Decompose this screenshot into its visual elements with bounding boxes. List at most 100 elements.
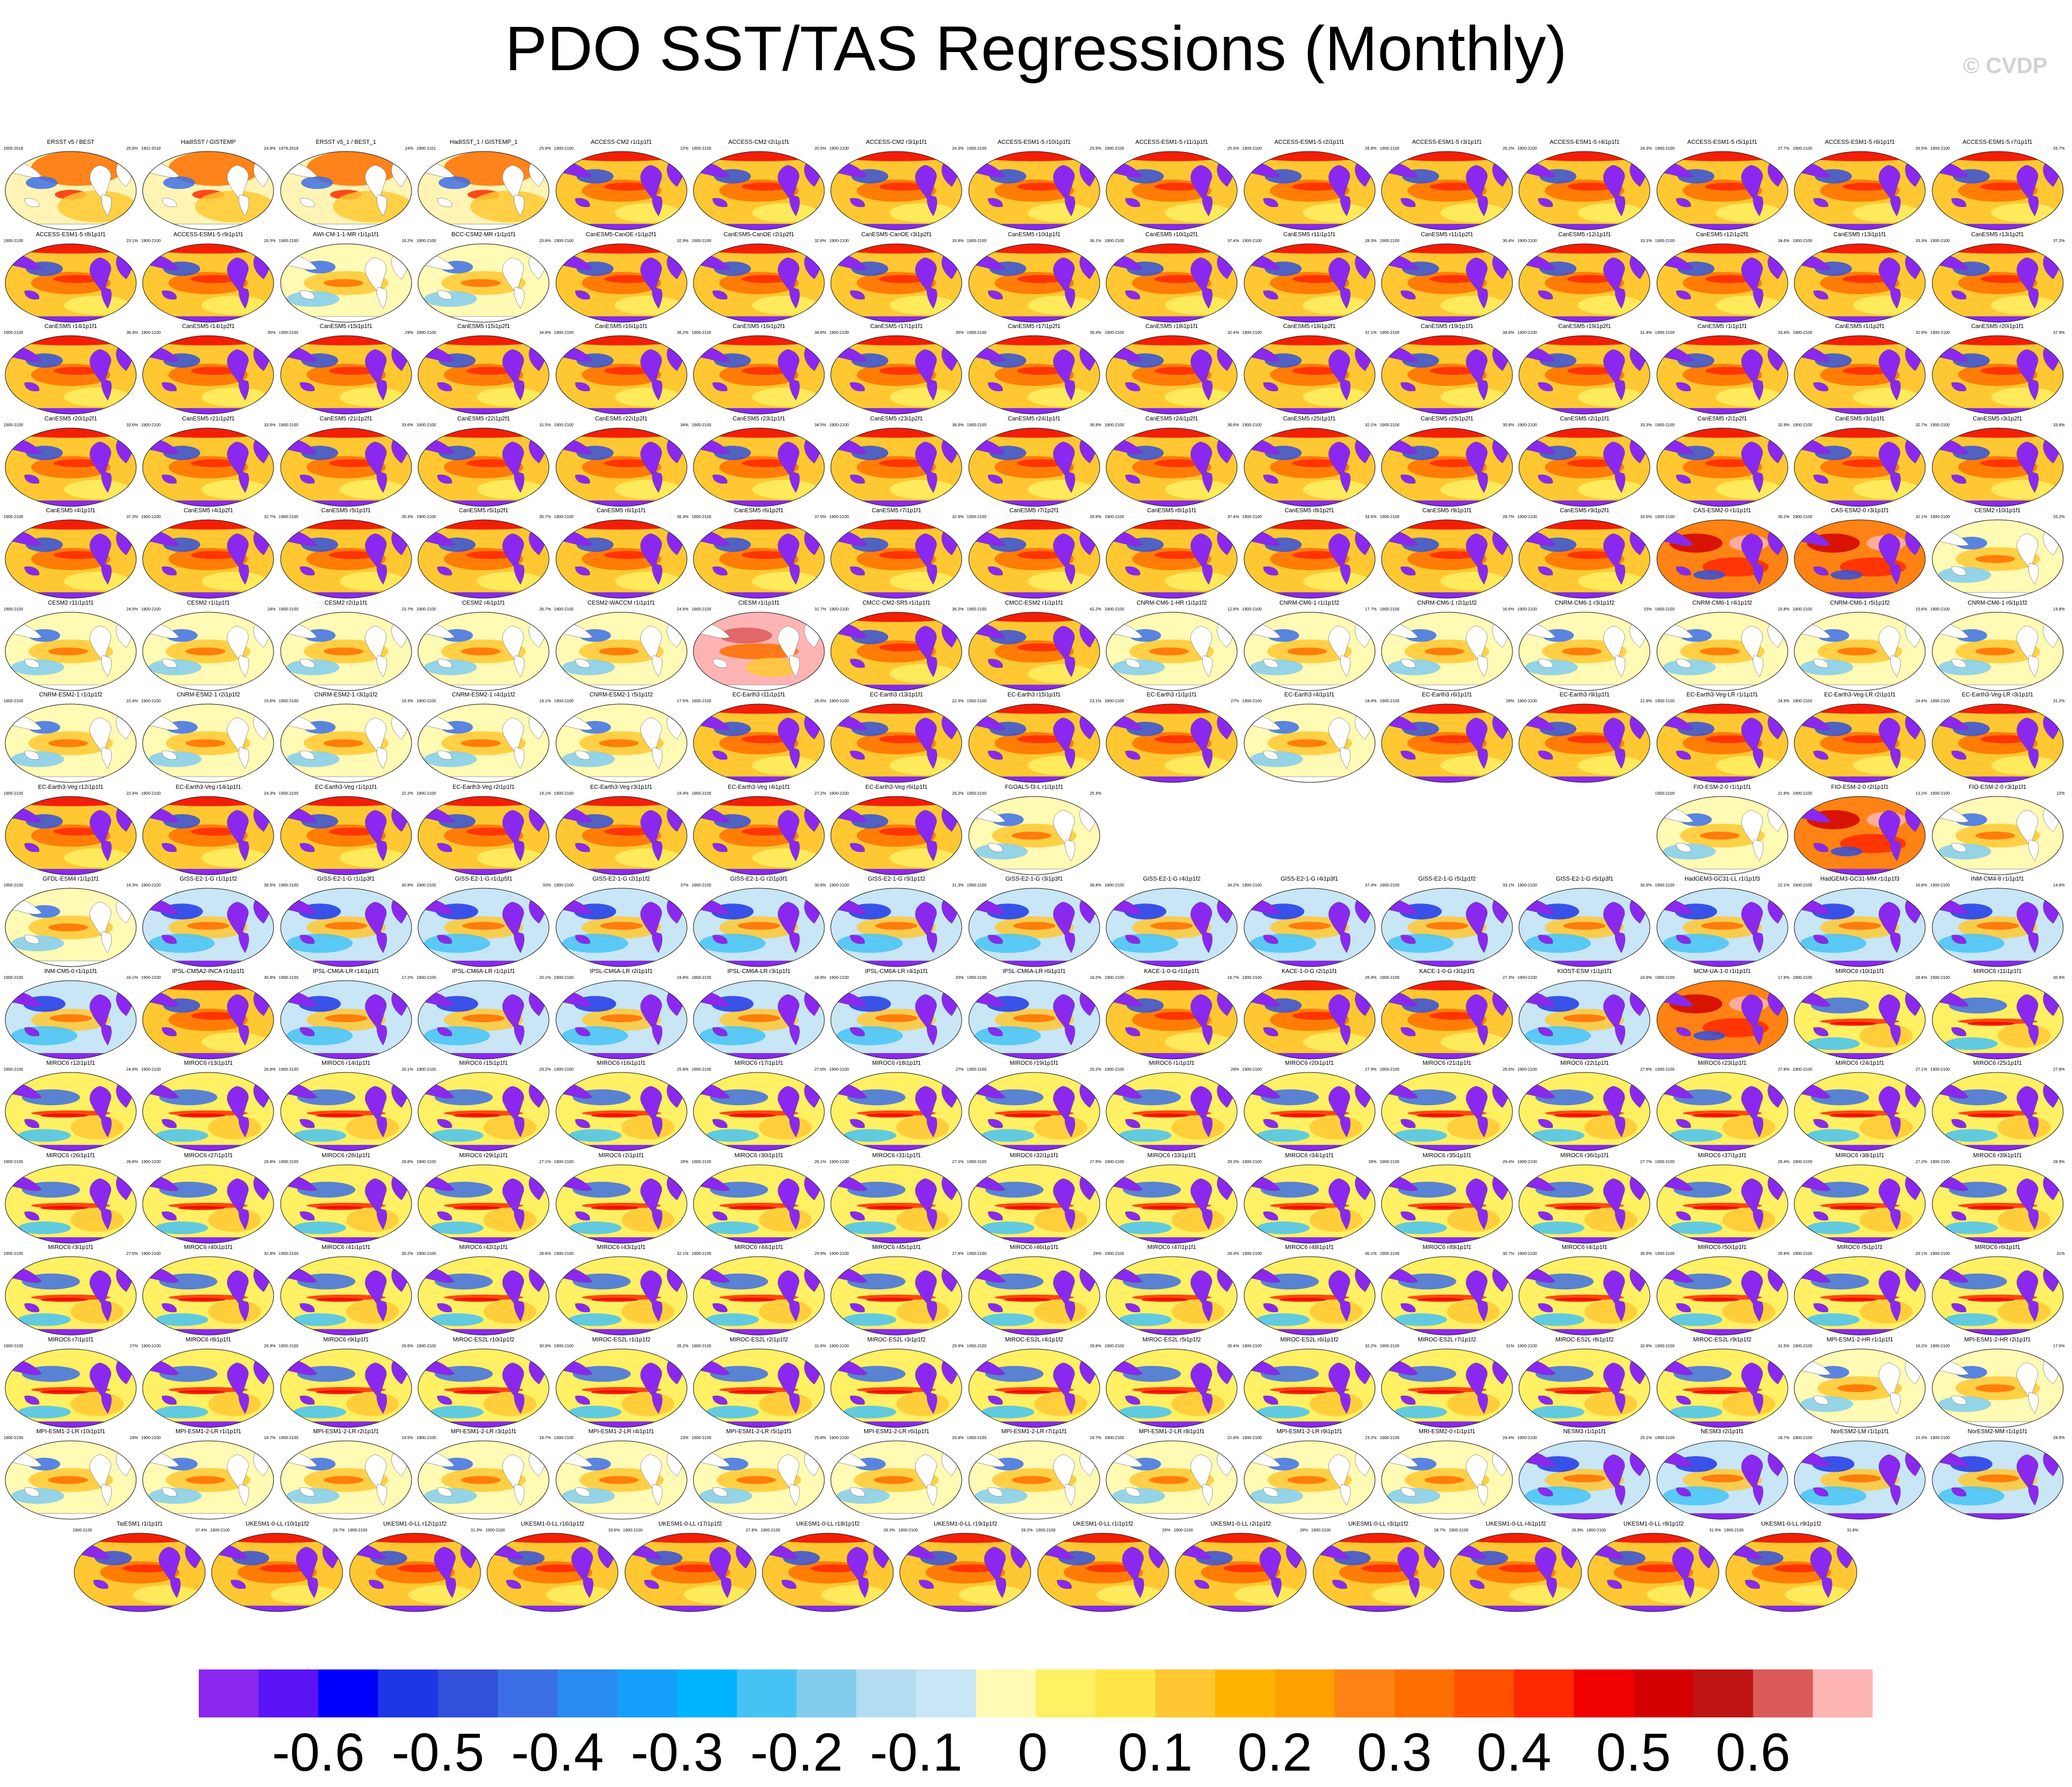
anomaly-region bbox=[693, 243, 824, 254]
panel-years: 1900-2100 bbox=[829, 699, 849, 703]
panel-percent: 18.2% bbox=[1089, 975, 1101, 980]
map-panel: MPI-ESM1-2-LR r7i1p1f1 1900-2100 19.7% bbox=[966, 1429, 1103, 1522]
panel-years: 1900-2100 bbox=[141, 1344, 161, 1348]
panel-percent: 29.9% bbox=[814, 1252, 826, 1256]
anomaly-region bbox=[1154, 274, 1203, 283]
regression-map bbox=[555, 151, 688, 230]
colorbar-tick-label: -0.4 bbox=[511, 1723, 604, 1782]
land-mask bbox=[1202, 563, 1213, 585]
panel-percent: 33.6% bbox=[1365, 515, 1377, 519]
land-mask bbox=[239, 470, 250, 493]
regression-map bbox=[1518, 427, 1650, 506]
land-mask bbox=[1477, 1115, 1488, 1138]
panel-years: 1900-2100 bbox=[829, 147, 849, 151]
anomaly-region bbox=[466, 551, 514, 559]
land-mask bbox=[1332, 1579, 1347, 1589]
land-mask bbox=[1615, 931, 1626, 954]
panel-percent: 24.9% bbox=[1777, 699, 1790, 703]
map-outline bbox=[417, 519, 550, 599]
panel-percent: 31.3% bbox=[952, 884, 964, 888]
land-mask bbox=[437, 1119, 453, 1129]
map-panel: KIOST-ESM r1i1p1f1 1900-2100 24.9% bbox=[1516, 968, 1653, 1062]
anomaly-region bbox=[18, 1405, 71, 1419]
anomaly-region bbox=[1118, 1129, 1172, 1142]
map-outline bbox=[280, 243, 412, 322]
map-panel: MIROC6 r30i1p1f1 1900-2100 26.1% bbox=[690, 1153, 827, 1246]
panel-title: MPI-ESM1-2-LR r5i1p1f1 bbox=[726, 1429, 792, 1435]
map-panel: CNRM-CM6-1 r6i1p1f2 1900-2100 19.8% bbox=[1929, 600, 2066, 694]
anomaly-region bbox=[1451, 1533, 1581, 1543]
regression-map bbox=[5, 703, 137, 783]
land-mask bbox=[239, 747, 250, 770]
map-outline bbox=[830, 1256, 962, 1336]
panel-title: MIROC6 r47i1p1f1 bbox=[1147, 1244, 1196, 1251]
panel-years: 1900-2100 bbox=[1380, 1068, 1400, 1072]
panel-years: 1900-2100 bbox=[278, 515, 299, 519]
map-panel: NorESM2-MM r1i1p1f1 1900-2100 28.5% bbox=[1929, 1429, 2066, 1522]
land-mask bbox=[831, 316, 962, 322]
land-mask bbox=[299, 382, 315, 392]
panel-percent: 22.8% bbox=[1227, 1436, 1239, 1440]
land-mask bbox=[1400, 1211, 1416, 1220]
land-mask bbox=[1263, 1211, 1278, 1220]
panel-years: 1900-2100 bbox=[1035, 1528, 1056, 1533]
map-outline bbox=[762, 1533, 894, 1612]
anomaly-region bbox=[1394, 1129, 1447, 1142]
land-mask bbox=[1064, 470, 1075, 493]
panel-title: UKESM1-0-LL r17i1p1f2 bbox=[658, 1520, 722, 1527]
land-mask bbox=[2028, 1115, 2039, 1138]
regression-map bbox=[1518, 980, 1650, 1059]
regression-map bbox=[280, 243, 412, 322]
land-mask bbox=[1890, 1391, 1901, 1414]
anomaly-region bbox=[1967, 1113, 2015, 1118]
panel-percent: 20.2% bbox=[2053, 515, 2065, 519]
panel-years: 1900-2100 bbox=[623, 1528, 643, 1533]
panel-percent: 33.6% bbox=[126, 423, 138, 427]
land-mask bbox=[762, 1605, 893, 1612]
land-mask bbox=[651, 931, 662, 954]
land-mask bbox=[299, 198, 315, 208]
panel-title: ACCESS-ESM1-5 r3i1p1f1 bbox=[1412, 139, 1482, 146]
map-panel: CanESM5 r4i1p2f1 1900-2100 32.7% bbox=[140, 508, 277, 601]
land-mask bbox=[376, 470, 387, 493]
map-outline bbox=[555, 151, 688, 230]
anomaly-region bbox=[71, 1208, 124, 1232]
colorbar-swatch bbox=[856, 1669, 917, 1717]
land-mask bbox=[162, 198, 177, 208]
anomaly-region bbox=[324, 922, 367, 930]
regression-map bbox=[1244, 427, 1376, 506]
panel-percent: 26.4% bbox=[1777, 1160, 1790, 1164]
panel-percent: 29.9% bbox=[1089, 515, 1101, 519]
regression-map bbox=[1244, 1256, 1376, 1336]
land-mask bbox=[1538, 658, 1553, 668]
regression-map bbox=[830, 980, 962, 1059]
map-outline bbox=[1794, 519, 1926, 599]
anomaly-region bbox=[752, 848, 819, 867]
land-mask bbox=[1339, 1484, 1351, 1506]
map-outline bbox=[142, 612, 274, 691]
map-panel: MIROC6 r15i1p1f1 1900-2100 29.2% bbox=[415, 1060, 552, 1154]
land-mask bbox=[651, 194, 662, 217]
anomaly-region bbox=[1715, 203, 1782, 223]
panel-title: MIROC6 r37i1p1f1 bbox=[1698, 1152, 1747, 1159]
anomaly-region bbox=[466, 827, 514, 836]
anomaly-region bbox=[968, 151, 1100, 161]
anomaly-region bbox=[896, 1392, 949, 1416]
land-mask bbox=[2028, 1391, 2039, 1414]
anomaly-region bbox=[1519, 427, 1650, 438]
panel-title: MIROC6 r46i1p1f1 bbox=[1010, 1244, 1059, 1251]
land-mask bbox=[575, 1303, 590, 1313]
panel-years: 1900-2100 bbox=[1655, 515, 1675, 519]
panel-title: MIROC6 r4i1p1f1 bbox=[1562, 1244, 1608, 1251]
panel-percent: 34.6% bbox=[1777, 239, 1790, 243]
panel-percent: 31.7% bbox=[814, 607, 826, 612]
panel-years: 1900-2100 bbox=[1517, 515, 1537, 519]
anomaly-region bbox=[759, 1115, 812, 1140]
map-outline bbox=[142, 151, 274, 230]
map-outline bbox=[555, 1164, 688, 1243]
anomaly-region bbox=[1256, 1221, 1310, 1234]
land-mask bbox=[1752, 1115, 1763, 1138]
panel-title: CanESM5 r18i1p2f1 bbox=[1283, 323, 1336, 330]
map-outline bbox=[280, 335, 412, 415]
panel-years: 1900-2100 bbox=[141, 239, 161, 243]
